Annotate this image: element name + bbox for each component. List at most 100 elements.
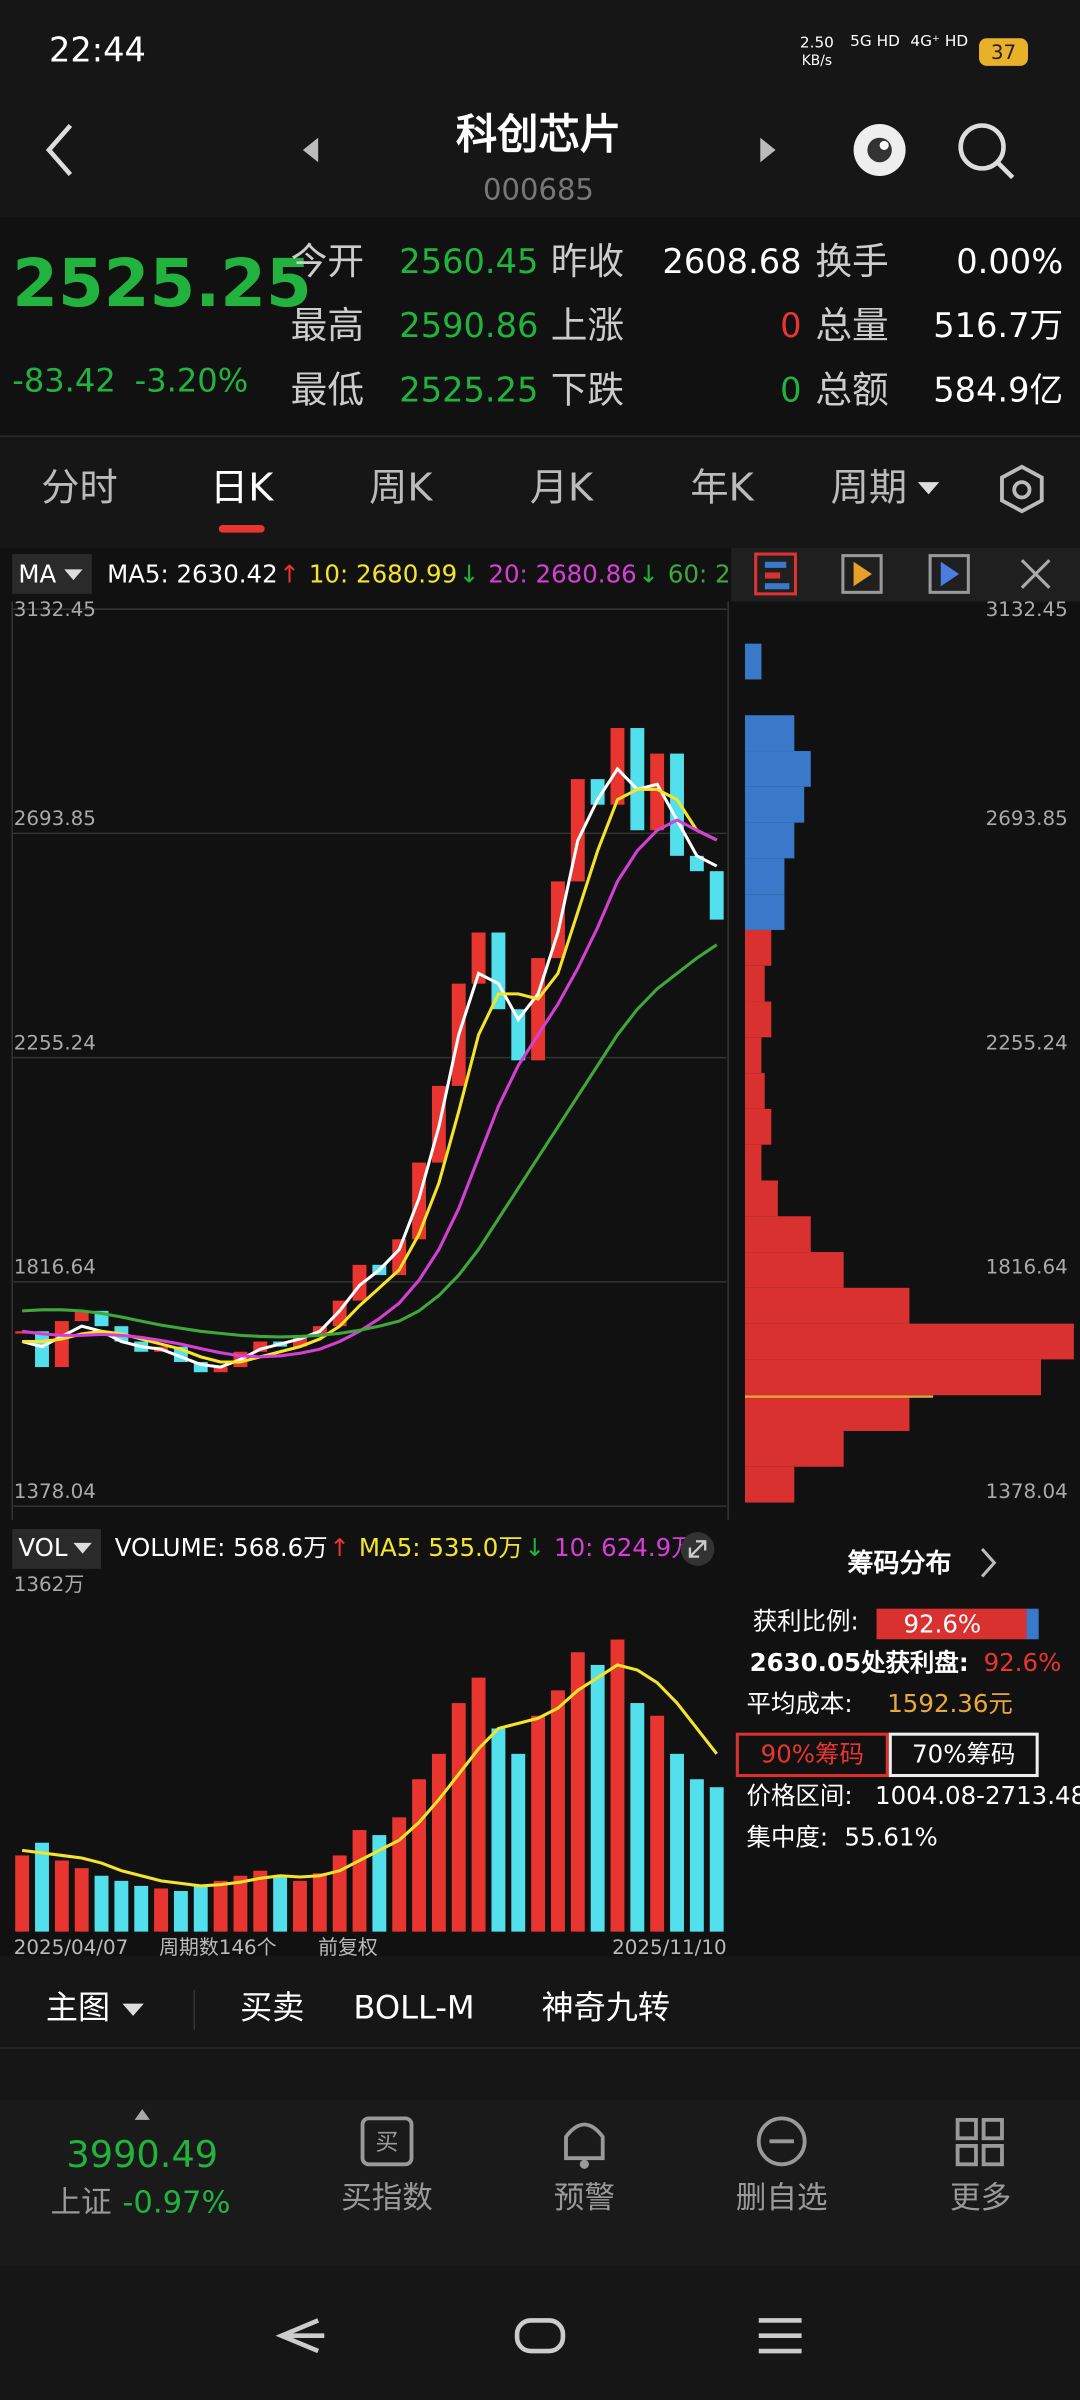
tab[interactable]: 年K [690,465,754,510]
chip-90-button[interactable] [735,1732,889,1778]
chip-bar [744,1287,910,1324]
y-tick-label: 2693.85 [14,807,96,830]
adjust-mode: 前复权 [318,1936,378,1959]
dropdown-arrow [73,1542,92,1554]
settings-button[interactable] [1000,464,1044,514]
period-count: 周期数146个 [159,1936,277,1959]
chip-more[interactable] [980,1547,997,1578]
search-button[interactable] [958,123,1015,180]
chip-tab[interactable] [928,554,970,594]
tab[interactable]: 分时 [41,465,117,510]
chip-bar [744,965,765,1002]
concentration-label: 集中度: [747,1822,829,1851]
toolbar-item[interactable]: BOLL-M [353,1989,474,2027]
volume-bar [451,1703,466,1932]
candle [74,1310,89,1322]
toolbar-item[interactable]: 神奇九转 [542,1989,670,2027]
legend-entry: 10: 2680.99 [309,560,457,589]
toolbar [0,1971,1080,2048]
nav-menu[interactable] [758,2318,802,2354]
volume-bar [352,1830,367,1932]
volume-bar [74,1868,89,1932]
chip-bar [744,1395,910,1431]
legend-trend: ↑ [279,560,300,589]
chip-title[interactable]: 筹码分布 [847,1548,951,1579]
volume-bar [491,1728,506,1932]
volume-bar [273,1875,288,1932]
chip-70-button[interactable] [888,1732,1039,1778]
chip-bar [744,786,805,823]
field-value: 516.7万 [933,306,1063,345]
volume-bar [94,1875,109,1932]
toolbar-item[interactable]: 买卖 [240,1989,304,2027]
bottom-bar [0,2100,1080,2266]
candle [253,1341,268,1352]
buy-icon: 买 [360,2116,414,2167]
nav-home[interactable] [514,2318,566,2354]
chip-bar [744,1001,772,1038]
prev-stock[interactable] [302,137,319,163]
index-change: -0.97% [122,2186,230,2221]
chip-bar [744,1144,762,1181]
back-button[interactable] [45,123,73,177]
volume-bar [372,1835,387,1932]
close-button[interactable] [1020,559,1051,589]
dropdown-arrow [917,482,940,495]
field-value: 0 [780,306,801,345]
candle [35,1331,49,1368]
tab[interactable]: 月K [530,465,594,510]
volume-bar [35,1842,49,1932]
volume-bar [154,1888,169,1932]
legend-entry: 10: 624.9万 [554,1533,696,1562]
ma-line [22,943,718,1339]
legend-entry: VOLUME: 568.6万 [115,1533,328,1562]
avg-cost: 1592.36元 [887,1689,1013,1718]
volume-bar [590,1664,605,1932]
period-tabs: 分时 日K 周K 月K 年K 周期 [41,465,940,533]
tab[interactable]: 日K [210,465,274,510]
field-label: 总额 [815,368,888,411]
bottom-action[interactable]: 删自选 [736,2181,828,2216]
candle [709,871,724,920]
toolbar-item[interactable]: 主图 [46,1989,110,2027]
volume-bar [689,1779,704,1932]
nav-back[interactable] [275,2318,325,2354]
bottom-action[interactable]: 预警 [554,2181,615,2216]
chip-bar [744,1073,765,1109]
ma-line [21,766,718,1369]
next-stock[interactable] [760,137,776,163]
index-name: 上证 [50,2186,111,2221]
chip-tab[interactable] [754,552,797,596]
tab[interactable]: 周期 [831,465,907,510]
quote-fields: 今开 2560.45 昨收 2608.68 换手 0.00% 最高 2590.86 上涨 0 总量 5… [291,240,1064,412]
bottom-action[interactable]: 更多 [950,2181,1011,2216]
clock: 22:44 [49,31,146,70]
legend-trend: ↓ [459,560,480,589]
volume-bar [570,1652,585,1932]
legend-entry: 60: 2476. [668,560,785,589]
bottom-action[interactable]: 买指数 [341,2181,433,2216]
field-label: 最高 [291,304,364,347]
candle [293,1336,307,1347]
range: 1004.08-2713.48 [875,1781,1080,1810]
chip-90-label: 90%筹码 [761,1740,864,1769]
y-tick-label: 2255.24 [14,1031,96,1054]
candle [610,728,625,805]
indicator-name: MA [18,560,56,589]
volume-bar [293,1880,307,1932]
concentration: 55.61% [844,1822,937,1851]
chip-bar [744,715,795,752]
y-tick-label: 1378.04 [986,1480,1068,1503]
tab[interactable]: 周K [369,465,433,510]
chip-70-label: 70%筹码 [912,1740,1015,1769]
candle [689,855,704,872]
change: -83.42 [12,362,116,400]
chip-tab[interactable] [841,554,883,594]
field-label: 换手 [815,240,888,283]
mascot-button[interactable] [853,123,906,177]
y-tick-label: 2693.85 [986,807,1068,830]
volume-chart: 1362万 [14,1573,724,1932]
index-value[interactable]: 3990.49 [66,2133,218,2176]
chip-tab-icon [764,583,790,590]
volume-bar [610,1639,625,1932]
